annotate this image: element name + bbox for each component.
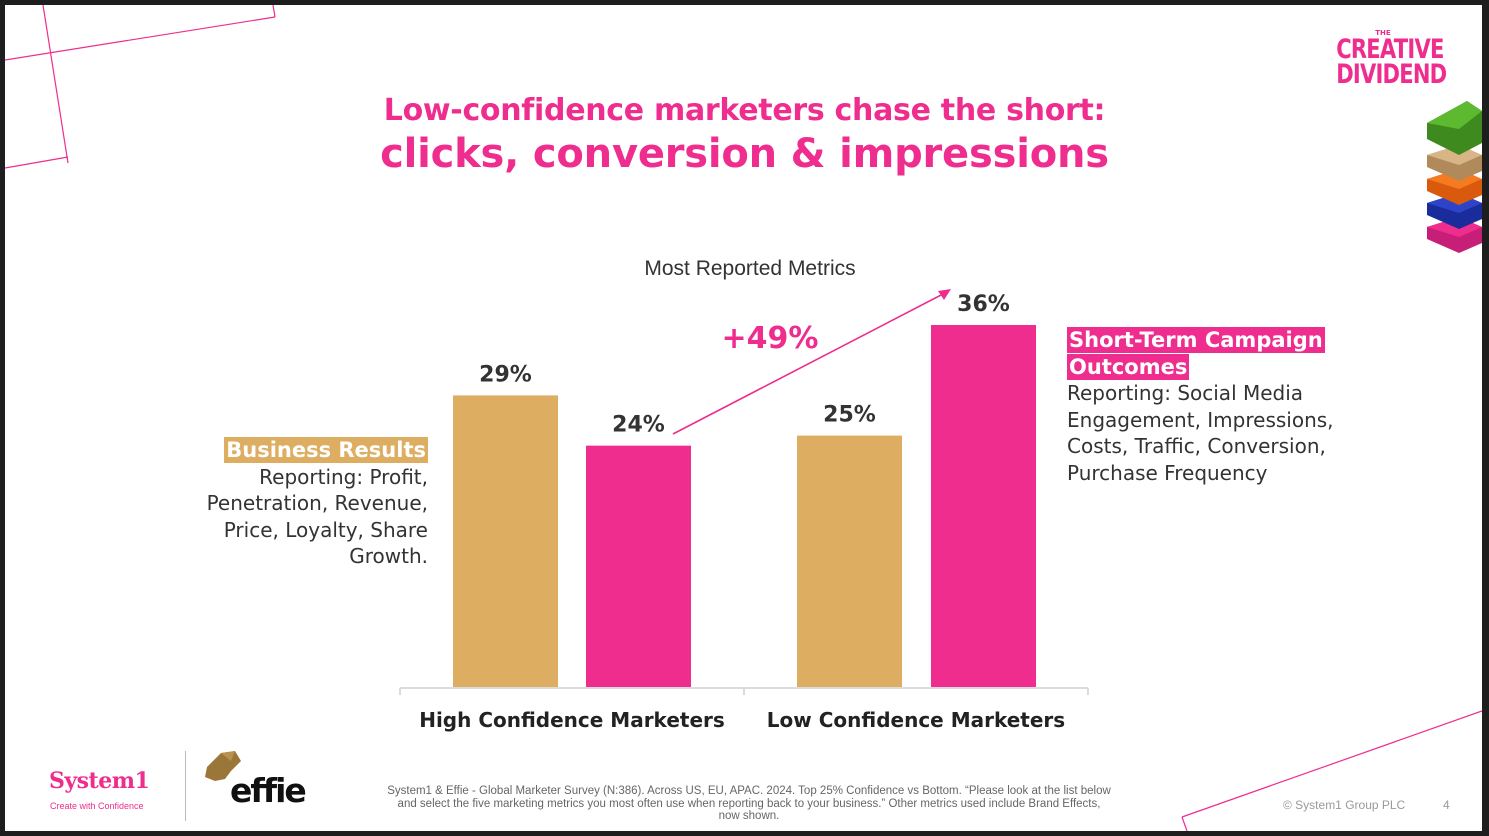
creative-dividend-logo: THE CREATIVE DIVIDEND — [1323, 29, 1447, 91]
business-results-heading: Business Results — [224, 437, 428, 463]
growth-annotation: +49% — [722, 321, 819, 356]
right-note-line1: Reporting: Social Media — [1067, 381, 1304, 405]
left-note-line3: Price, Loyalty, Share — [223, 517, 428, 542]
growth-arrow-head — [938, 289, 951, 300]
source-line1: System1 & Effie - Global Marketer Survey… — [387, 785, 1111, 797]
effie-statue-icon — [205, 751, 241, 781]
x-tick-label: High Confidence Marketers — [419, 708, 725, 732]
bar-low-shortterm — [931, 325, 1036, 687]
page-title: Low-confidence marketers chase the short… — [383, 93, 1106, 128]
data-label: 25% — [823, 403, 876, 428]
stacked-blocks-icon — [1427, 101, 1482, 253]
copyright: © System1 Group PLC — [1283, 798, 1406, 812]
system1-logo: System1 — [49, 768, 150, 794]
brand-line2: DIVIDEND — [1336, 59, 1447, 91]
short-term-outcomes-note: Short-Term Campaign Outcomes Reporting: … — [1067, 327, 1387, 486]
data-label: 29% — [479, 362, 532, 387]
left-note-line1: Reporting: Profit, — [259, 464, 428, 489]
page-subtitle: clicks, conversion & impressions — [380, 131, 1109, 177]
bar-high-business — [453, 395, 558, 687]
short-term-heading-line2: Outcomes — [1067, 353, 1190, 380]
chart-title: Most Reported Metrics — [644, 257, 856, 280]
source-line3: now shown. — [718, 810, 780, 822]
right-note-line4: Purchase Frequency — [1067, 460, 1268, 485]
data-label: 24% — [612, 413, 665, 438]
brand-line1: CREATIVE — [1336, 33, 1444, 65]
source-footnote: System1 & Effie - Global Marketer Survey… — [331, 785, 1167, 823]
bar-low-business — [797, 435, 902, 687]
logo-divider — [185, 751, 186, 821]
data-label: 36% — [957, 292, 1010, 317]
source-line2: and select the five marketing metrics yo… — [397, 797, 1101, 810]
short-term-heading-line1: Short-Term Campaign — [1067, 327, 1325, 353]
right-note-line3: Costs, Traffic, Conversion, — [1067, 434, 1326, 458]
slide: THE CREATIVE DIVIDEND Low-confidence mar… — [5, 5, 1482, 831]
x-tick-label: Low Confidence Marketers — [767, 708, 1065, 732]
decorative-lines — [5, 5, 1482, 831]
business-results-note: Business Results Reporting: Profit, Pene… — [155, 437, 428, 570]
growth-arrow-line — [672, 293, 944, 435]
system1-tagline: Create with Confidence — [50, 801, 144, 811]
bar-chart: 29% 24% High Confidence Marketers 25% 36% Low… — [399, 289, 1089, 732]
brand-small: THE — [1375, 29, 1391, 37]
page-number: 4 — [1443, 798, 1450, 812]
left-note-line4: Growth. — [349, 544, 428, 568]
bar-high-shortterm — [586, 445, 691, 687]
effie-logo: effie — [230, 771, 307, 810]
left-note-line2: Penetration, Revenue, — [206, 491, 428, 515]
right-note-line2: Engagement, Impressions, — [1067, 407, 1334, 432]
